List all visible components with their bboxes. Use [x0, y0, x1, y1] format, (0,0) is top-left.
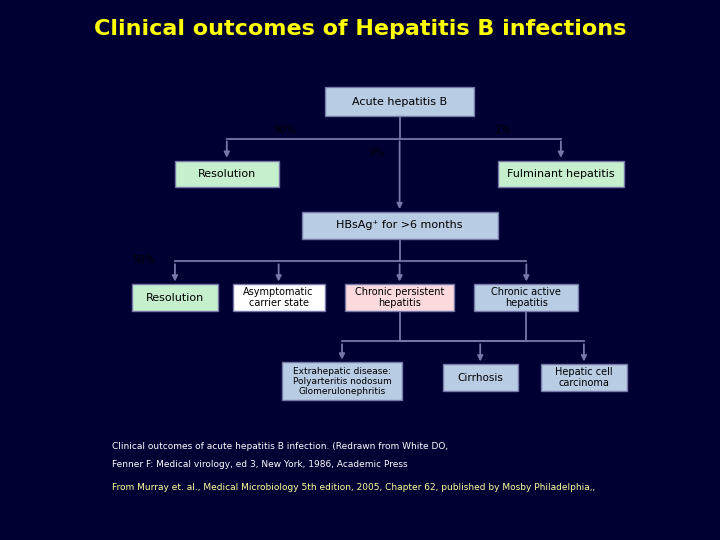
FancyBboxPatch shape — [443, 364, 518, 391]
Text: Fenner F: Medical virology, ed 3, New York, 1986, Academic Press: Fenner F: Medical virology, ed 3, New Yo… — [112, 460, 408, 469]
Text: Resolution: Resolution — [146, 293, 204, 302]
Text: Acute hepatitis B: Acute hepatitis B — [352, 97, 447, 106]
Text: Fulminant hepatitis: Fulminant hepatitis — [507, 169, 615, 179]
FancyBboxPatch shape — [474, 285, 578, 311]
Text: Chronic persistent
hepatitis: Chronic persistent hepatitis — [355, 287, 444, 308]
Text: 9%: 9% — [369, 148, 384, 158]
FancyBboxPatch shape — [132, 285, 218, 311]
Text: 50%: 50% — [132, 254, 155, 265]
FancyBboxPatch shape — [302, 212, 498, 239]
Text: Extrahepatic disease:
Polyarteritis nodosum
Glomerulonephritis: Extrahepatic disease: Polyarteritis nodo… — [292, 367, 392, 396]
Text: Chronic active
hepatitis: Chronic active hepatitis — [491, 287, 562, 308]
Text: Asymptomatic
carrier state: Asymptomatic carrier state — [243, 287, 314, 308]
Text: Resolution: Resolution — [198, 169, 256, 179]
Text: HBsAg⁺ for >6 months: HBsAg⁺ for >6 months — [336, 220, 463, 231]
FancyBboxPatch shape — [282, 362, 402, 401]
FancyBboxPatch shape — [325, 87, 474, 116]
Text: Hepatic cell
carcinoma: Hepatic cell carcinoma — [555, 367, 613, 388]
FancyBboxPatch shape — [233, 285, 325, 311]
FancyBboxPatch shape — [345, 285, 454, 311]
Text: Clinical outcomes of acute hepatitis B infection. (Redrawn from White DO,: Clinical outcomes of acute hepatitis B i… — [112, 442, 448, 451]
FancyBboxPatch shape — [498, 160, 624, 187]
Text: From Murray et. al., Medical Microbiology 5th edition, 2005, Chapter 62, publish: From Murray et. al., Medical Microbiolog… — [112, 483, 595, 492]
Text: 1%: 1% — [495, 125, 511, 135]
FancyBboxPatch shape — [175, 160, 279, 187]
Text: Cirrhosis: Cirrhosis — [457, 373, 503, 383]
Text: 90%: 90% — [273, 125, 296, 135]
Text: Clinical outcomes of Hepatitis B infections: Clinical outcomes of Hepatitis B infecti… — [94, 19, 626, 39]
FancyBboxPatch shape — [541, 364, 627, 391]
